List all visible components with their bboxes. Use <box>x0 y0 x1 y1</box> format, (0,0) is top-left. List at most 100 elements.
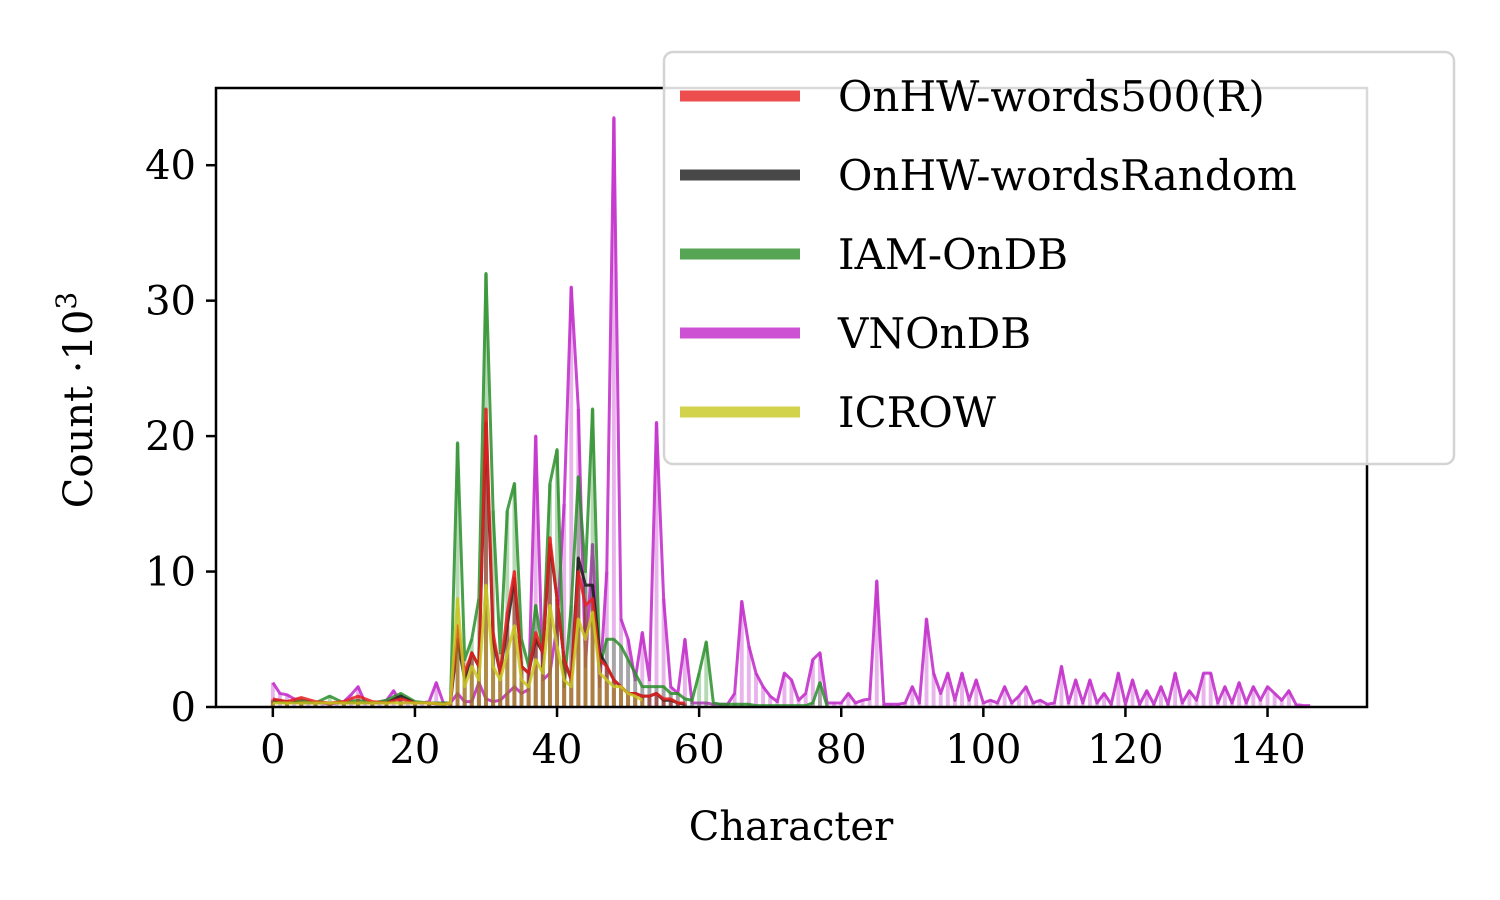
bar-vnondb-110 <box>1052 702 1057 707</box>
bar-icrow-0 <box>270 702 275 707</box>
bar-onhw-words500-r-16 <box>384 702 389 707</box>
bar-vnondb-54 <box>654 422 659 707</box>
bar-icrow-34 <box>512 625 517 707</box>
bar-vnondb-61 <box>704 702 709 707</box>
bar-onhw-words500-r-39 <box>547 537 552 707</box>
bar-onhw-wordsrandom-16 <box>384 702 389 707</box>
bar-onhw-words500-r-49 <box>619 686 623 707</box>
bar-onhw-wordsrandom-54 <box>654 693 659 707</box>
bar-onhw-words500-r-34 <box>512 571 517 707</box>
bar-iam-ondb-46 <box>597 666 602 707</box>
bar-onhw-words500-r-53 <box>647 696 652 707</box>
x-tick-label: 120 <box>1087 727 1163 773</box>
bar-onhw-words500-r-38 <box>540 652 545 707</box>
bar-vnondb-115 <box>1087 679 1092 707</box>
bar-icrow-18 <box>398 702 403 707</box>
bar-vnondb-60 <box>697 702 702 707</box>
bar-onhw-wordsrandom-22 <box>427 702 432 707</box>
bar-onhw-wordsrandom-25 <box>448 702 453 707</box>
bar-onhw-words500-r-22 <box>427 702 432 707</box>
bar-onhw-wordsrandom-57 <box>675 702 680 707</box>
bar-vnondb-73 <box>789 679 794 707</box>
bar-icrow-48 <box>611 686 616 707</box>
bar-vnondb-57 <box>675 693 680 707</box>
x-tick-label: 20 <box>389 727 440 773</box>
bar-icrow-50 <box>626 693 631 707</box>
bar-vnondb-37 <box>533 436 538 707</box>
x-tick-label: 80 <box>816 727 867 773</box>
bar-onhw-words500-r-20 <box>412 702 417 707</box>
bar-vnondb-98 <box>967 700 972 707</box>
bar-onhw-words500-r-50 <box>626 693 631 707</box>
bar-onhw-wordsrandom-37 <box>533 639 538 707</box>
bar-vnondb-9 <box>334 702 339 707</box>
bar-vnondb-131 <box>1201 673 1206 707</box>
bar-vnondb-133 <box>1215 702 1220 707</box>
bar-vnondb-79 <box>832 702 837 707</box>
bar-icrow-31 <box>491 666 496 707</box>
bar-vnondb-85 <box>874 581 879 707</box>
bar-icrow-6 <box>313 702 318 707</box>
bar-icrow-47 <box>604 679 609 707</box>
bar-iam-ondb-76 <box>810 702 815 707</box>
y-axis-title-exponent: 3 <box>50 292 83 310</box>
bar-vnondb-103 <box>1002 686 1007 707</box>
bar-iam-ondb-51 <box>633 673 638 707</box>
bar-icrow-32 <box>498 679 503 707</box>
bar-onhw-words500-r-51 <box>633 693 638 707</box>
bar-iam-ondb-77 <box>817 682 822 707</box>
bar-vnondb-92 <box>924 618 929 707</box>
bar-icrow-16 <box>384 702 389 707</box>
bar-vnondb-107 <box>1031 702 1036 707</box>
bar-vnondb-6 <box>313 702 318 707</box>
bar-iam-ondb-38 <box>540 652 545 707</box>
x-tick-label: 0 <box>260 727 285 773</box>
bar-vnondb-72 <box>782 673 787 707</box>
bar-vnondb-94 <box>938 693 943 707</box>
bar-icrow-51 <box>633 696 638 707</box>
bar-iam-ondb-40 <box>555 449 559 707</box>
bar-onhw-wordsrandom-31 <box>491 639 496 707</box>
bar-icrow-43 <box>576 618 581 707</box>
bar-vnondb-31 <box>491 701 496 707</box>
y-tick-label: 10 <box>145 550 196 596</box>
bar-vnondb-141 <box>1272 693 1277 707</box>
bar-iam-ondb-45 <box>590 409 595 707</box>
bar-icrow-8 <box>327 702 332 707</box>
bar-icrow-28 <box>469 666 474 707</box>
bar-vnondb-26 <box>455 693 460 707</box>
bar-icrow-49 <box>619 686 623 707</box>
bar-onhw-words500-r-43 <box>576 571 581 707</box>
y-tick-label: 20 <box>145 414 196 460</box>
bar-iam-ondb-22 <box>427 702 432 707</box>
bar-vnondb-84 <box>867 698 872 707</box>
bar-onhw-words500-r-48 <box>611 679 616 707</box>
bar-vnondb-33 <box>505 693 510 707</box>
bar-vnondb-134 <box>1222 686 1227 707</box>
bar-vnondb-58 <box>682 639 687 707</box>
bar-onhw-words500-r-8 <box>327 702 332 707</box>
bar-onhw-words500-r-41 <box>562 659 567 707</box>
bar-onhw-wordsrandom-51 <box>633 693 638 707</box>
legend-label-onhw-words500-r: OnHW-words500(R) <box>838 72 1265 121</box>
bar-vnondb-13 <box>363 702 368 707</box>
bar-onhw-words500-r-56 <box>668 698 673 707</box>
bar-onhw-words500-r-28 <box>469 652 474 707</box>
bar-onhw-wordsrandom-6 <box>313 702 318 707</box>
bar-vnondb-91 <box>917 702 922 707</box>
bar-vnondb-14 <box>370 702 375 707</box>
bar-onhw-wordsrandom-35 <box>519 666 524 707</box>
bar-vnondb-127 <box>1173 673 1178 707</box>
bar-vnondb-66 <box>739 601 744 707</box>
bar-onhw-words500-r-27 <box>462 673 467 707</box>
bar-vnondb-121 <box>1130 679 1135 707</box>
bar-vnondb-46 <box>597 686 602 707</box>
bar-vnondb-27 <box>462 701 467 707</box>
bar-iam-ondb-25 <box>448 702 453 707</box>
bar-vnondb-83 <box>860 700 865 707</box>
legend-label-onhw-wordsrandom: OnHW-wordsRandom <box>838 151 1297 200</box>
bar-icrow-46 <box>597 673 602 707</box>
svg-text:Count ·103: Count ·103 <box>50 292 102 508</box>
bar-vnondb-89 <box>903 702 908 707</box>
bar-onhw-words500-r-58 <box>682 702 687 707</box>
